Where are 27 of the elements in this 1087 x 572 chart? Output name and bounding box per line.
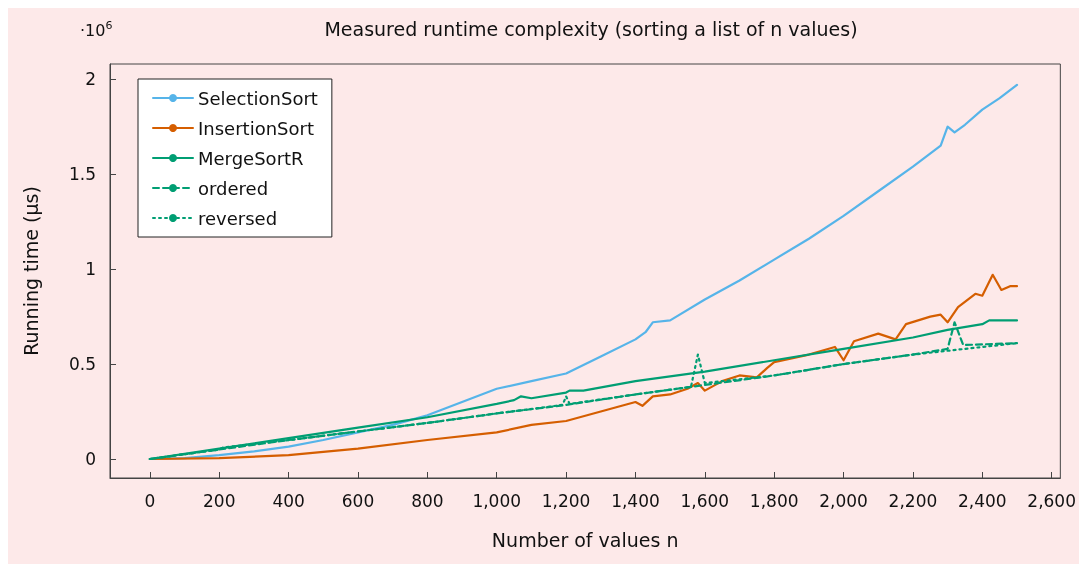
legend-label: ordered <box>198 177 269 199</box>
y-tick-label: 0.5 <box>68 354 96 375</box>
x-tick-label: 1,800 <box>749 490 799 511</box>
x-tick-label: 200 <box>203 490 236 511</box>
x-axis-title: Number of values n <box>491 528 679 551</box>
legend-label: InsertionSort <box>198 117 314 139</box>
legend-label: reversed <box>198 207 278 229</box>
chart-title: Measured runtime complexity (sorting a list of n values) <box>324 17 858 40</box>
y-axis-title: Running time (µs) <box>19 186 42 356</box>
x-tick-label: 800 <box>411 490 444 511</box>
x-tick-label: 600 <box>341 490 375 511</box>
y-tick-label: 0 <box>85 449 96 470</box>
y-tick-label: 1 <box>85 259 96 280</box>
legend-label: SelectionSort <box>198 87 318 109</box>
x-tick-label: 1,000 <box>472 490 522 511</box>
x-tick-label: 0 <box>144 490 156 511</box>
x-tick-label: 2,000 <box>819 490 868 511</box>
x-tick-label: 2,200 <box>888 490 938 511</box>
x-tick-label: 400 <box>272 490 305 511</box>
x-tick-label: 1,200 <box>541 490 591 511</box>
y-tick-label: 2 <box>85 69 96 90</box>
x-tick-label: 1,400 <box>611 490 660 511</box>
y-tick-label: 1.5 <box>68 164 96 185</box>
legend-label: MergeSortR <box>198 147 304 169</box>
x-tick-label: 2,400 <box>957 490 1007 511</box>
x-tick-label: 2,600 <box>1027 490 1076 511</box>
x-tick-label: 1,600 <box>680 490 730 511</box>
